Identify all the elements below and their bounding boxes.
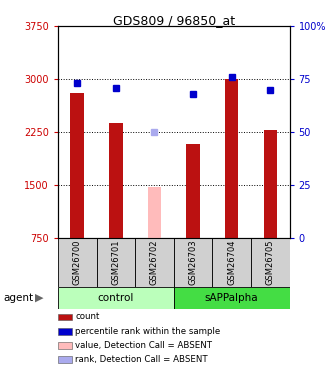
Text: ▶: ▶ xyxy=(35,293,43,303)
Bar xyxy=(225,78,238,238)
Bar xyxy=(58,287,174,309)
Text: GSM26701: GSM26701 xyxy=(111,240,120,285)
Text: GDS809 / 96850_at: GDS809 / 96850_at xyxy=(113,14,235,27)
Bar xyxy=(213,238,251,287)
Bar xyxy=(148,187,161,238)
Bar xyxy=(263,130,277,238)
Text: GSM26703: GSM26703 xyxy=(189,240,198,285)
Bar xyxy=(174,287,290,309)
Text: GSM26700: GSM26700 xyxy=(73,240,82,285)
Text: count: count xyxy=(75,312,100,321)
Bar xyxy=(251,238,290,287)
Text: rank, Detection Call = ABSENT: rank, Detection Call = ABSENT xyxy=(75,355,208,364)
Text: sAPPalpha: sAPPalpha xyxy=(205,293,259,303)
Bar xyxy=(97,238,135,287)
Text: GSM26702: GSM26702 xyxy=(150,240,159,285)
Text: GSM26705: GSM26705 xyxy=(266,240,275,285)
Bar xyxy=(186,144,200,238)
Bar xyxy=(109,123,122,238)
Text: GSM26704: GSM26704 xyxy=(227,240,236,285)
Text: percentile rank within the sample: percentile rank within the sample xyxy=(75,327,220,336)
Bar xyxy=(71,93,84,238)
Text: value, Detection Call = ABSENT: value, Detection Call = ABSENT xyxy=(75,341,212,350)
Bar xyxy=(58,238,97,287)
Text: agent: agent xyxy=(3,293,33,303)
Text: control: control xyxy=(98,293,134,303)
Bar xyxy=(135,238,174,287)
Bar xyxy=(174,238,213,287)
